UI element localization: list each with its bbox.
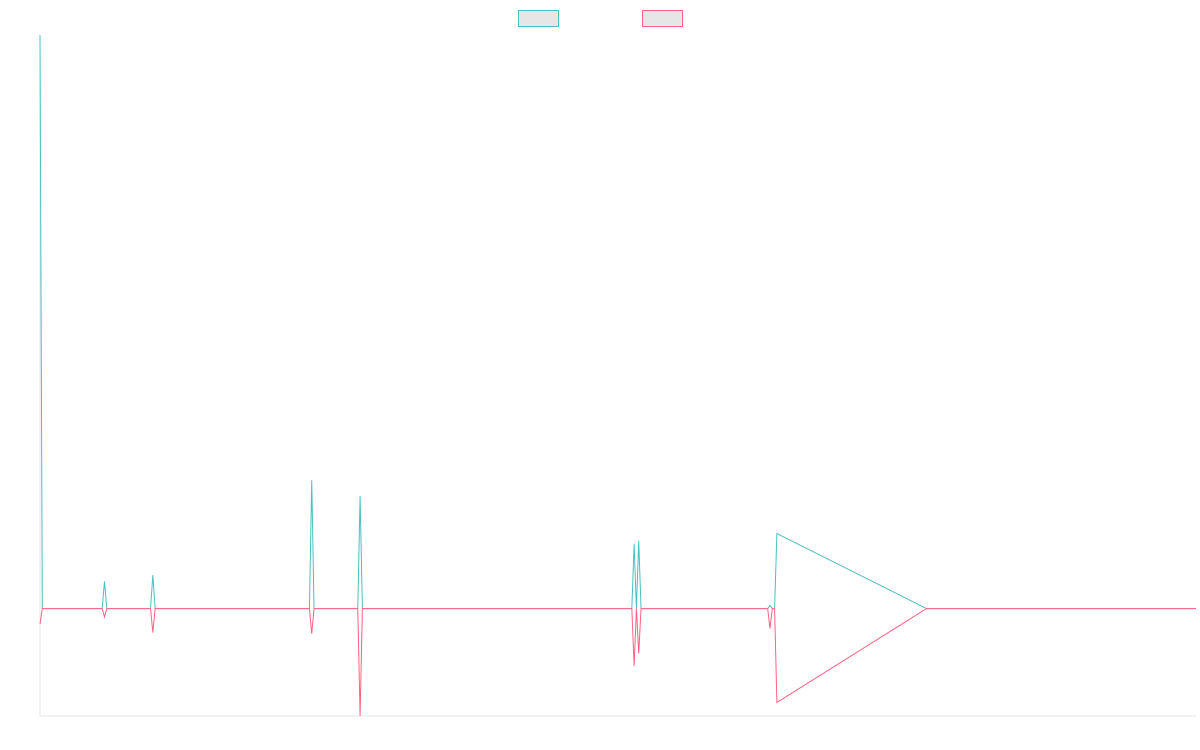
series-line-2 (39, 608, 1196, 717)
series-layer (39, 34, 1196, 717)
legend-swatch-1[interactable] (518, 10, 559, 27)
series-line-1 (39, 34, 1196, 610)
legend (518, 10, 683, 27)
legend-swatch-2[interactable] (642, 10, 683, 27)
